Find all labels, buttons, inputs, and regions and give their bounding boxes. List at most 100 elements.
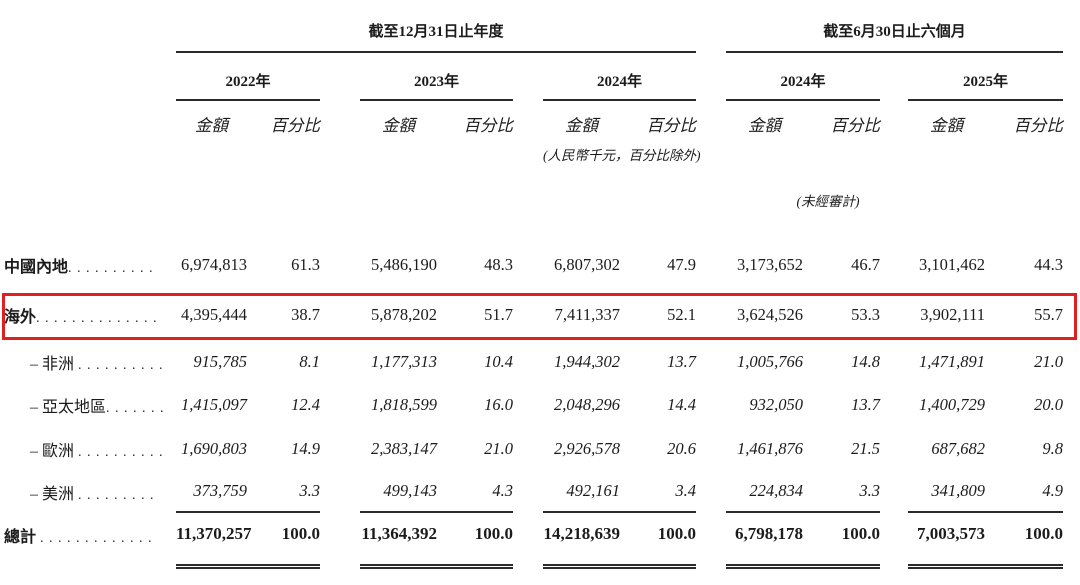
subhead-amount: 金額 <box>195 116 228 135</box>
percent-cell: 20.0 <box>1034 395 1064 414</box>
spacer <box>696 52 726 100</box>
percent-cell: 14.4 <box>667 395 697 414</box>
amount-cell: 1,471,891 <box>919 351 986 371</box>
amount-cell: 1,177,313 <box>371 351 437 371</box>
percent-cell: 21.5 <box>851 439 881 458</box>
table-row-overseas: 海外. . . . . . . . . . . . . . 4,395,444 … <box>0 290 1080 340</box>
spacer <box>513 100 543 140</box>
spacer <box>1063 290 1080 340</box>
amount-cell: 687,682 <box>931 439 986 458</box>
spacer <box>880 100 908 140</box>
percent-cell: 100.0 <box>988 512 1064 569</box>
revenue-by-region-table: 截至12月31日止年度 截至6月30日止六個月 2022年 2023年 2024… <box>0 0 1080 569</box>
row-label: 總計 . . . . . . . . . . . . . <box>0 512 176 566</box>
dot-leader: . . . . . . . . . . . . . . <box>36 311 158 326</box>
table-row-africa: – 非洲 . . . . . . . . . . 915,785 8.1 1,1… <box>0 340 1080 383</box>
row-label: – 非洲 . . . . . . . . . . <box>0 340 176 383</box>
amount-cell: 2,048,296 <box>554 395 620 414</box>
spacer <box>320 427 360 471</box>
amount-cell: 6,974,813 <box>181 255 247 274</box>
region-label: – 美洲 <box>30 485 75 503</box>
region-label: – 非洲 <box>30 355 75 373</box>
row-label: – 美洲 . . . . . . . . . <box>0 471 176 512</box>
subhead-amount: 金額 <box>748 116 782 135</box>
spacer <box>320 471 360 512</box>
dot-leader: . . . . . . . . . . <box>68 261 154 276</box>
spacer <box>696 340 726 383</box>
amount-cell: 1,005,766 <box>737 351 804 371</box>
percent-cell: 3.3 <box>806 471 881 513</box>
amount-cell: 1,690,803 <box>181 439 247 458</box>
spacer <box>0 52 176 100</box>
subhead-amount: 金額 <box>930 116 964 135</box>
percent-cell: 38.7 <box>291 305 320 324</box>
spacer <box>1063 383 1080 427</box>
spacer <box>696 240 726 290</box>
percent-cell: 8.1 <box>299 351 320 371</box>
subhead-row: 金額 百分比 金額 百分比 金額 百分比 金額 百分比 金額 百分比 <box>0 100 1080 140</box>
percent-cell: 46.7 <box>851 255 881 274</box>
amount-cell: 932,050 <box>749 395 804 414</box>
subhead-amount: 金額 <box>382 116 415 135</box>
amount-cell: 3,902,111 <box>920 305 986 324</box>
spacer <box>880 290 908 340</box>
spacer <box>880 240 908 290</box>
percent-cell: 9.8 <box>1042 439 1064 458</box>
spacer <box>513 512 543 566</box>
spacer <box>513 240 543 290</box>
percent-cell: 21.0 <box>484 439 513 458</box>
percent-cell: 52.1 <box>667 305 697 324</box>
spacer <box>320 340 360 383</box>
row-label: – 亞太地區. . . . . . . <box>0 383 176 427</box>
dot-leader: . . . . . . . <box>106 401 165 416</box>
subhead-percent: 百分比 <box>463 116 514 135</box>
percent-cell: 3.4 <box>623 471 697 513</box>
region-label: – 歐洲 <box>30 443 75 460</box>
period-group-row: 截至12月31日止年度 截至6月30日止六個月 <box>0 0 1080 53</box>
year-header-2022: 2022年 <box>176 52 320 101</box>
table-row-mainland-china: 中國內地. . . . . . . . . . 6,974,813 61.3 5… <box>0 240 1080 290</box>
amount-cell: 7,003,573 <box>908 512 989 569</box>
dot-leader: . . . . . . . . . . . . . <box>40 531 153 546</box>
subhead-amount: 金額 <box>565 116 598 135</box>
amount-cell: 1,944,302 <box>554 351 620 371</box>
subhead-percent: 百分比 <box>646 116 697 135</box>
dot-leader: . . . . . . . . . . <box>78 445 164 460</box>
percent-cell: 16.0 <box>484 395 513 414</box>
percent-cell: 13.7 <box>667 351 697 371</box>
dot-leader: . . . . . . . . . <box>78 487 155 503</box>
percent-cell: 4.9 <box>988 471 1064 513</box>
percent-cell: 14.8 <box>851 351 881 371</box>
units-note-row: (人民幣千元，百分比除外) <box>0 140 1080 168</box>
table-row-asia-pacific: – 亞太地區. . . . . . . 1,415,097 12.4 1,818… <box>0 383 1080 427</box>
spacer <box>696 512 726 566</box>
amount-cell: 3,173,652 <box>737 255 804 274</box>
region-label: 中國內地 <box>4 259 69 276</box>
region-label: – 亞太地區 <box>30 399 107 416</box>
year-header-2025-interim: 2025年 <box>908 52 1064 101</box>
percent-cell: 21.0 <box>1034 351 1064 371</box>
spacer <box>1063 0 1080 52</box>
spacer <box>513 290 543 340</box>
year-header-2024-interim: 2024年 <box>726 52 881 101</box>
row-label: – 歐洲 . . . . . . . . . . <box>0 427 176 471</box>
spacer <box>513 340 543 383</box>
year-header-2023: 2023年 <box>360 52 513 101</box>
spacer <box>880 52 908 100</box>
amount-cell: 1,415,097 <box>181 395 247 414</box>
spacer <box>320 100 360 140</box>
percent-cell: 100.0 <box>623 512 697 569</box>
percent-cell: 3.3 <box>250 471 320 513</box>
spacer <box>513 52 543 100</box>
spacer <box>696 290 726 340</box>
spacer <box>880 512 908 566</box>
amount-cell: 915,785 <box>193 351 247 371</box>
spacer <box>1063 512 1080 566</box>
table-row-americas: – 美洲 . . . . . . . . . 373,759 3.3 499,1… <box>0 471 1080 513</box>
spacer <box>1063 100 1080 140</box>
dot-leader: . . . . . . . . . . <box>78 357 164 373</box>
percent-cell: 47.9 <box>667 255 697 274</box>
amount-cell: 4,395,444 <box>181 305 247 324</box>
year-header-2024: 2024年 <box>543 52 697 101</box>
unaudited-note-row: (未經審計) <box>0 168 1080 240</box>
